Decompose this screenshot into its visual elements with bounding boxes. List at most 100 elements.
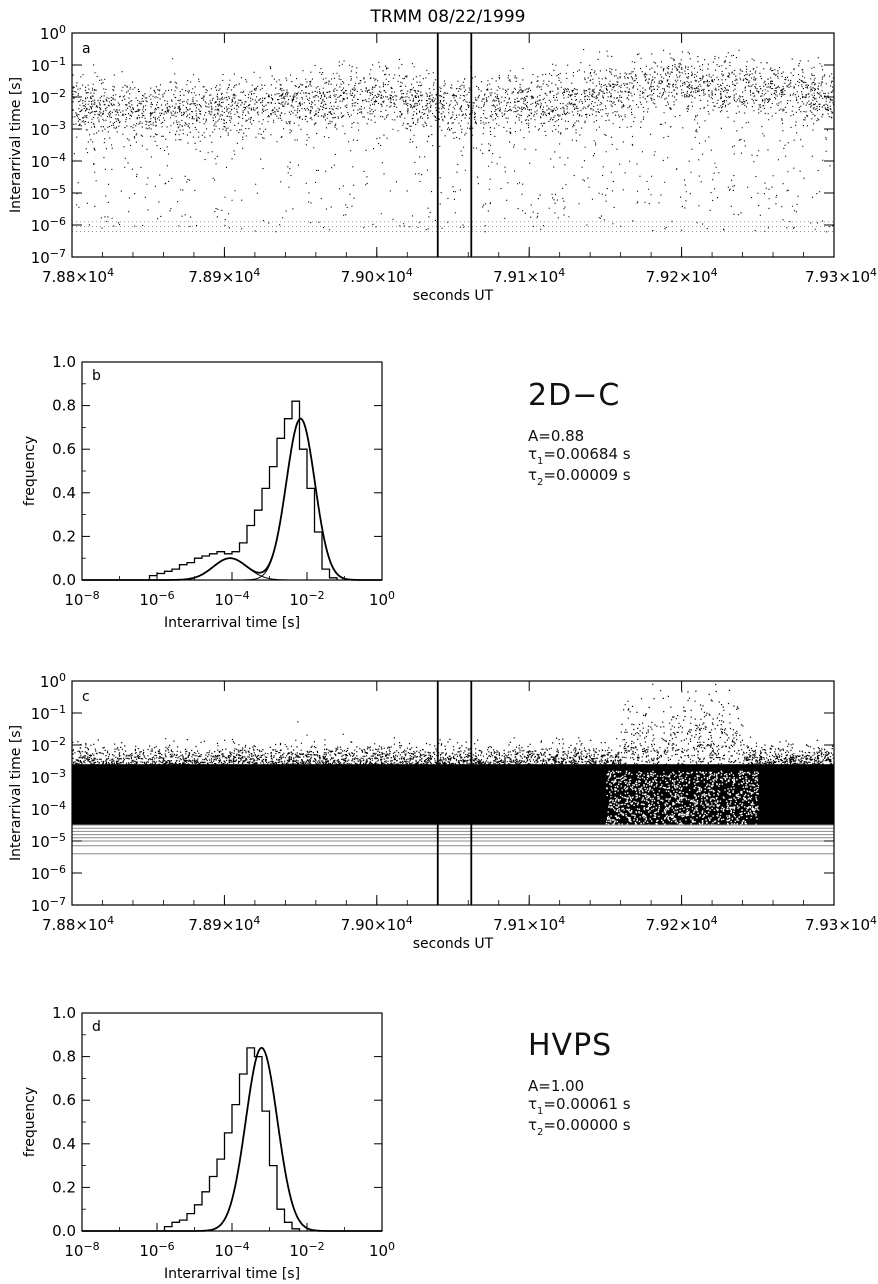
y-tick-label: 10−7 (31, 895, 66, 915)
y-tick-label: 10−6 (31, 215, 66, 235)
x-tick-label: 100 (369, 589, 395, 609)
panel-b-tau1-value: =0.00684 s (543, 445, 631, 463)
points-group (72, 49, 834, 233)
y-tick-label: 0.0 (52, 571, 76, 589)
x-tick-label: 7.93×104 (805, 266, 877, 286)
panel-d-tau1-value: =0.00061 s (543, 1095, 631, 1113)
y-axis-label: frequency (22, 436, 38, 506)
fit-component-1 (82, 418, 382, 581)
panel-b-annotation: 2D−C A=0.88 τ1=0.00684 s τ2=0.00009 s (528, 378, 631, 488)
y-tick-label: 10−5 (31, 831, 66, 851)
panel-b-instrument-label: 2D−C (528, 378, 621, 413)
panel-d-tau2: τ2=0.00000 s (528, 1116, 631, 1138)
panel-c-axes: 100 10−1 10−2 10−3 10−4 10−5 10−6 10−77.88×104 7… (8, 671, 877, 952)
panel-d-annotation: HVPS A=1.00 τ1=0.00061 s τ2=0.00000 s (528, 1028, 631, 1138)
scatter-points (72, 49, 834, 233)
panel-b-tau1: τ1=0.00684 s (528, 445, 631, 467)
x-axis-label: seconds UT (413, 936, 494, 952)
x-axis-label: seconds UT (413, 288, 494, 304)
y-tick-label: 1.0 (52, 1004, 76, 1022)
panel-d-plot (82, 1047, 382, 1232)
panel-b-letter: b (92, 368, 101, 384)
y-tick-label: 10−1 (31, 55, 66, 75)
x-tick-label: 7.93×104 (805, 914, 877, 934)
histogram-outline (148, 400, 338, 580)
x-axis-label: Interarrival time [s] (164, 615, 300, 631)
panel-b-tau2-subscript: 2 (537, 477, 544, 488)
panel-d-tau1-subscript: 1 (537, 1106, 544, 1117)
panel-b-tau2: τ2=0.00009 s (528, 466, 631, 488)
panel-b-tau2-symbol: τ (528, 466, 538, 484)
panel-d-tau2-subscript: 2 (537, 1127, 544, 1138)
panel-c-scatter: 100 10−1 10−2 10−3 10−4 10−5 10−6 10−77.88×104 7… (8, 671, 877, 952)
panel-d-instrument-label: HVPS (528, 1028, 613, 1063)
panel-b-amplitude: A=0.88 (528, 427, 585, 445)
y-axis-label: Interarrival time [s] (8, 725, 24, 861)
panel-a-points (72, 49, 834, 233)
x-axis-label: Interarrival time [s] (164, 1266, 300, 1282)
y-tick-label: 10−3 (31, 119, 66, 139)
y-tick-label: 100 (40, 671, 66, 691)
panel-a-letter: a (82, 41, 91, 57)
panel-d-tau2-value: =0.00000 s (543, 1116, 631, 1134)
x-tick-label: 10−4 (214, 1240, 249, 1260)
x-tick-label: 7.88×104 (42, 266, 114, 286)
y-axis-label: Interarrival time [s] (8, 77, 24, 213)
panel-a-axes: 100 10−1 10−2 10−3 10−4 10−5 10−6 10−77.88×104 7… (8, 23, 877, 304)
y-tick-label: 0.2 (52, 527, 76, 545)
x-tick-label: 7.90×104 (341, 266, 413, 286)
y-tick-label: 10−2 (31, 735, 66, 755)
histogram-outline (163, 1047, 301, 1231)
figure-title: TRMM 08/22/1999 (370, 7, 526, 27)
y-tick-label: 0.8 (52, 1048, 76, 1066)
panel-d-tau1: τ1=0.00061 s (528, 1095, 631, 1117)
points-group (72, 681, 834, 856)
y-tick-label: 0.4 (52, 484, 76, 502)
panel-b-plot (82, 400, 382, 581)
y-tick-label: 0.2 (52, 1178, 76, 1196)
y-tick-label: 0.6 (52, 1091, 76, 1109)
x-tick-label: 7.91×104 (493, 266, 565, 286)
x-tick-label: 7.88×104 (42, 914, 114, 934)
fit-total-curve (82, 1047, 382, 1232)
y-tick-label: 100 (40, 23, 66, 43)
x-tick-label: 7.90×104 (341, 914, 413, 934)
x-tick-label: 10−2 (289, 589, 324, 609)
x-tick-label: 10−8 (64, 589, 99, 609)
y-tick-label: 10−6 (31, 863, 66, 883)
y-tick-label: 10−7 (31, 247, 66, 267)
dense-band (72, 764, 834, 825)
x-tick-label: 10−6 (139, 589, 174, 609)
panel-b-histogram: 0.0 0.2 0.4 0.6 0.8 1.0 10−8 10−6 10−4 10−2 100 Int… (22, 353, 395, 631)
y-tick-label: 10−5 (31, 183, 66, 203)
sparse-gap-points (605, 770, 760, 856)
panel-c-frame (71, 680, 835, 906)
fit-total-curve (82, 417, 382, 581)
x-tick-label: 100 (369, 1240, 395, 1260)
y-tick-label: 0.0 (52, 1222, 76, 1240)
panel-b-frame (81, 361, 383, 581)
x-tick-label: 10−4 (214, 589, 249, 609)
x-tick-label: 10−2 (289, 1240, 324, 1260)
panel-d-histogram: 0.0 0.2 0.4 0.6 0.8 1.0 10−8 10−6 10−4 10−2 100 Int… (22, 1004, 395, 1282)
x-tick-label: 7.92×104 (646, 266, 718, 286)
y-tick-label: 0.8 (52, 397, 76, 415)
panel-d-amplitude: A=1.00 (528, 1077, 585, 1095)
panel-b-tau2-value: =0.00009 s (543, 466, 631, 484)
panel-d-tau2-symbol: τ (528, 1116, 538, 1134)
panel-b-axes: 0.0 0.2 0.4 0.6 0.8 1.0 10−8 10−6 10−4 10−2 100 Int… (22, 353, 395, 631)
x-tick-label: 7.92×104 (646, 914, 718, 934)
y-tick-label: 1.0 (52, 353, 76, 371)
y-tick-label: 10−1 (31, 703, 66, 723)
panel-c-points (72, 681, 834, 856)
x-tick-label: 10−6 (139, 1240, 174, 1260)
y-axis-label: frequency (22, 1087, 38, 1157)
y-tick-label: 10−4 (31, 799, 66, 819)
panel-d-letter: d (92, 1019, 101, 1035)
x-tick-label: 7.89×104 (188, 914, 260, 934)
panel-d-tau1-symbol: τ (528, 1095, 538, 1113)
y-tick-label: 0.4 (52, 1135, 76, 1153)
panel-a-scatter: 100 10−1 10−2 10−3 10−4 10−5 10−6 10−77.88×104 7… (8, 23, 877, 304)
panel-c-letter: c (82, 689, 90, 705)
